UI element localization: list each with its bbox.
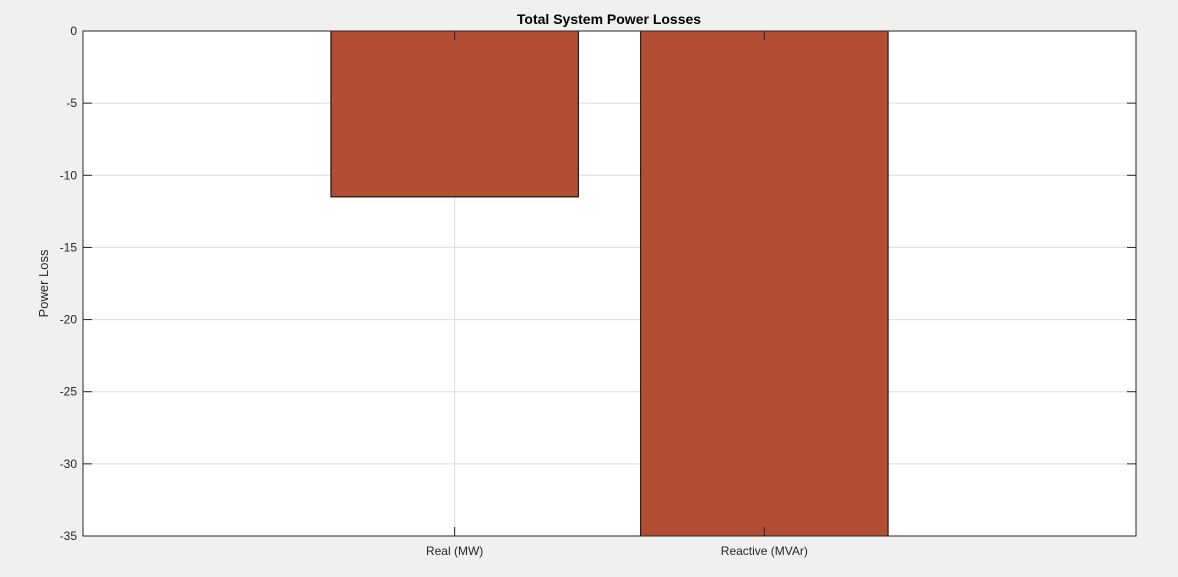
y-tick-label: 0	[70, 24, 77, 38]
bar-2	[640, 30, 889, 537]
bar-1	[330, 30, 579, 198]
y-tick-label: -30	[60, 457, 78, 471]
y-tick-label: -15	[60, 240, 78, 254]
axes-frame	[82, 30, 1137, 537]
x-tick-label: Real (MW)	[426, 544, 483, 558]
x-tick-label: Reactive (MVAr)	[721, 544, 808, 558]
y-tick-label: -20	[60, 313, 78, 327]
y-tick-label: -5	[66, 96, 77, 110]
y-tick-labels: 0 -5 -10 -15 -20 -25 -30 -35	[60, 24, 78, 543]
y-axis-label: Power Loss	[36, 249, 51, 317]
grid-lines	[83, 31, 1136, 536]
chart-title: Total System Power Losses	[517, 11, 701, 27]
axis-ticks	[83, 30, 1136, 537]
y-tick-label: -25	[60, 385, 78, 399]
x-tick-labels: Real (MW) Reactive (MVAr)	[426, 544, 808, 558]
plot-area	[83, 31, 1136, 536]
y-tick-label: -10	[60, 168, 78, 182]
bars	[330, 30, 889, 537]
y-tick-label: -35	[60, 529, 78, 543]
